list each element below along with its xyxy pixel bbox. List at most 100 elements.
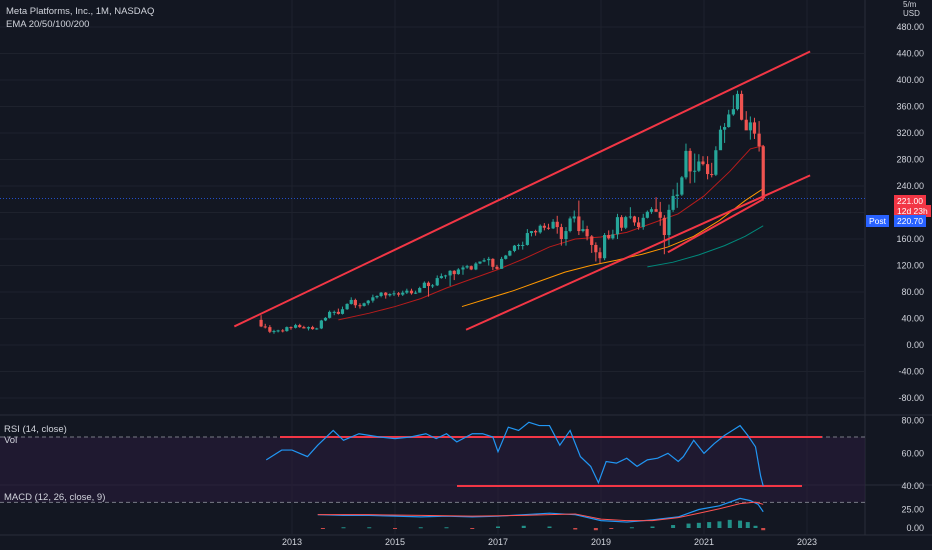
rsi-band bbox=[0, 437, 865, 503]
time-tick-label: 2019 bbox=[591, 537, 611, 547]
candle-body bbox=[727, 114, 731, 128]
candle-body bbox=[281, 330, 285, 332]
candle-body bbox=[611, 234, 615, 239]
candle-body bbox=[319, 320, 323, 329]
candle-body bbox=[443, 275, 448, 277]
candle-body bbox=[409, 290, 414, 294]
candle-body bbox=[469, 266, 473, 270]
candle-body bbox=[500, 258, 504, 269]
candle-body bbox=[559, 227, 563, 239]
channel-trendline bbox=[465, 174, 811, 331]
candle-body bbox=[294, 325, 298, 328]
candle-body bbox=[723, 127, 727, 130]
candle-body bbox=[620, 217, 624, 228]
rsi-title: RSI (14, close) bbox=[4, 424, 67, 435]
candle-body bbox=[636, 222, 641, 228]
price-tick-label: 0.00 bbox=[906, 340, 924, 350]
candle-body bbox=[701, 161, 705, 165]
candle-body bbox=[577, 216, 581, 232]
candle-body bbox=[353, 299, 357, 306]
macd-histogram-bar bbox=[671, 525, 676, 528]
price-tick-label: 120.00 bbox=[896, 261, 924, 271]
candle-body bbox=[590, 236, 594, 245]
candle-body bbox=[697, 161, 701, 171]
macd-histogram-bar bbox=[341, 527, 346, 529]
channel-trendline bbox=[233, 50, 811, 328]
candle-body bbox=[504, 255, 508, 259]
candle-body bbox=[761, 146, 765, 199]
macd-histogram-bar bbox=[745, 522, 750, 528]
candle-body bbox=[680, 177, 684, 195]
price-tick-label: 320.00 bbox=[896, 128, 924, 138]
candle-body bbox=[675, 194, 679, 196]
candle-body bbox=[452, 270, 456, 275]
candle-body bbox=[379, 292, 383, 296]
time-tick-label: 2023 bbox=[797, 537, 817, 547]
candle-body bbox=[263, 326, 267, 328]
candle-body bbox=[654, 209, 658, 212]
candle-body bbox=[714, 150, 718, 175]
candle-body bbox=[384, 292, 388, 296]
candle-body bbox=[731, 109, 735, 115]
candle-body bbox=[435, 278, 439, 286]
candle-body bbox=[422, 282, 426, 289]
candle-body bbox=[718, 129, 723, 151]
macd-histogram-bar bbox=[650, 526, 655, 528]
last-price-badge: 221.00 bbox=[894, 195, 926, 207]
candle-body bbox=[662, 217, 666, 236]
candle-body bbox=[603, 235, 607, 259]
candle-body bbox=[448, 270, 452, 276]
candle-body bbox=[546, 227, 551, 229]
macd-histogram-bar bbox=[418, 527, 423, 529]
candle-body bbox=[641, 217, 645, 228]
candle-body bbox=[706, 164, 710, 175]
candle-body bbox=[624, 217, 628, 228]
candle-body bbox=[521, 244, 525, 246]
candle-body bbox=[645, 211, 649, 218]
post-label-badge: Post bbox=[866, 215, 890, 227]
candle-body bbox=[525, 233, 529, 245]
candle-body bbox=[426, 282, 431, 287]
candle-body bbox=[306, 327, 311, 329]
candle-body bbox=[512, 245, 517, 251]
currency-label: USD bbox=[903, 9, 920, 18]
candle-body bbox=[430, 285, 435, 287]
symbol-title: Meta Platforms, Inc., 1M, NASDAQ bbox=[6, 6, 155, 17]
candle-body bbox=[710, 174, 714, 176]
price-tick-label: 280.00 bbox=[896, 155, 924, 165]
candle-body bbox=[332, 311, 336, 313]
candle-body bbox=[439, 276, 443, 279]
macd-histogram-bar bbox=[496, 526, 500, 528]
channel-trendline bbox=[667, 198, 764, 254]
candle-body bbox=[349, 299, 353, 304]
candle-body bbox=[607, 235, 611, 239]
candle-body bbox=[371, 297, 375, 301]
candle-body bbox=[362, 303, 366, 306]
price-tick-label: -80.00 bbox=[898, 393, 924, 403]
macd-histogram-bar bbox=[727, 519, 732, 528]
candle-body bbox=[538, 225, 542, 233]
rsi-tick-label: 80.00 bbox=[901, 416, 924, 426]
macd-histogram-bar bbox=[707, 522, 712, 528]
candle-body bbox=[268, 327, 272, 332]
macd-histogram-bar bbox=[686, 523, 691, 528]
candle-body bbox=[327, 311, 332, 318]
ema-line bbox=[461, 188, 764, 308]
candle-body bbox=[461, 267, 465, 270]
candle-body bbox=[392, 293, 396, 295]
candle-body bbox=[594, 244, 598, 253]
macd-histogram-bar bbox=[470, 528, 475, 529]
candle-body bbox=[564, 231, 568, 239]
candle-body bbox=[478, 261, 482, 264]
macd-histogram-bar bbox=[573, 528, 578, 530]
candle-body bbox=[456, 269, 460, 275]
candle-body bbox=[323, 317, 328, 321]
rsi-tick-label: 60.00 bbox=[901, 448, 924, 458]
macd-histogram-bar bbox=[717, 521, 722, 528]
macd-histogram-bar bbox=[696, 522, 701, 528]
candle-body bbox=[358, 305, 362, 307]
candle-body bbox=[508, 250, 512, 256]
time-tick-label: 2015 bbox=[385, 537, 405, 547]
candle-body bbox=[615, 217, 620, 235]
